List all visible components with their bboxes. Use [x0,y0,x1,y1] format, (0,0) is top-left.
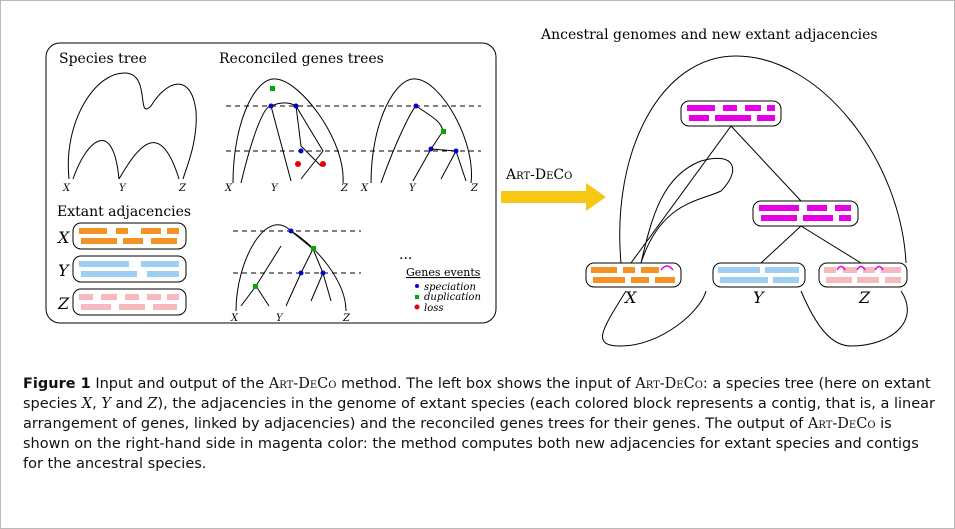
contig-box [585,262,682,288]
caption-text: , [92,396,102,412]
species-title: Species tree [59,51,147,67]
legend-item: duplication [424,292,481,303]
pink-contigs [79,294,179,310]
legend-item: speciation [424,282,476,293]
gene-tree: X Y Z [230,224,361,324]
contig-box [712,262,806,288]
species-name: Y [101,396,111,412]
right-title: Ancestral genomes and new extant adjacen… [540,27,878,43]
gene-tree: X Y Z [224,78,356,194]
caption-text: and [110,396,148,412]
leaf-label: X [360,183,369,194]
legend-item: loss [424,303,443,314]
leaf-label: Z [178,183,187,194]
arrow-label: Art-DeCo [505,167,572,183]
leaf-label: X [230,313,239,324]
legend-title: Genes events [406,266,481,279]
gene-tree: X Y Z [360,78,481,194]
method-name: Art-DeCo [635,376,703,392]
species-label: Z [57,294,70,313]
species-label: Y [58,261,70,280]
blue-contigs [79,261,179,277]
contig-box [72,255,187,283]
ancestral-tree [602,55,908,347]
figure-art: Species tree Reconciled genes trees X Y … [45,27,908,347]
caption-text: : a species tree (here on extant species [23,376,931,412]
species-name: X [81,396,93,412]
caption-text: is shown on the right-hand side in magen… [23,416,919,472]
input-box [45,42,497,324]
method-name: Art-DeCo [807,416,876,432]
caption-text: Input and output of the [95,376,269,392]
leaf-label: X [224,183,233,194]
ancestral-box [752,200,859,227]
contig-box [72,222,187,250]
arrow [501,183,606,211]
caption: Figure 1 Input and output of the Art-DeC… [23,374,935,474]
leaf-label: Y [276,313,284,324]
orange-contigs [79,228,179,244]
species-label: Z [858,288,871,307]
caption-label: Figure 1 [23,376,91,392]
genes-title: Reconciled genes trees [219,51,384,67]
adjacency-title: Extant adjacencies [57,204,191,220]
leaf-label: Y [409,183,417,194]
species-tree [67,72,197,180]
leaf-label: X [62,183,71,194]
contig-box [72,288,187,316]
species-label: X [56,228,70,247]
ancestral-box [680,100,782,127]
caption-text: method. The left box shows the input of [336,376,636,392]
method-name: Art-DeCo [268,376,337,392]
leaf-label: Z [470,183,479,194]
leaf-label: Z [342,313,351,324]
magenta-contigs [687,105,851,221]
leaf-label: Z [340,183,349,194]
ellipsis: ... [399,247,412,263]
leaf-label: Y [271,183,279,194]
species-label: Y [753,288,765,307]
species-name: Z [147,396,158,412]
leaf-label: Y [119,183,127,194]
species-label: X [623,288,637,307]
caption-text: ), the adjacencies in the genome of exta… [23,396,935,432]
contig-box [818,262,908,288]
